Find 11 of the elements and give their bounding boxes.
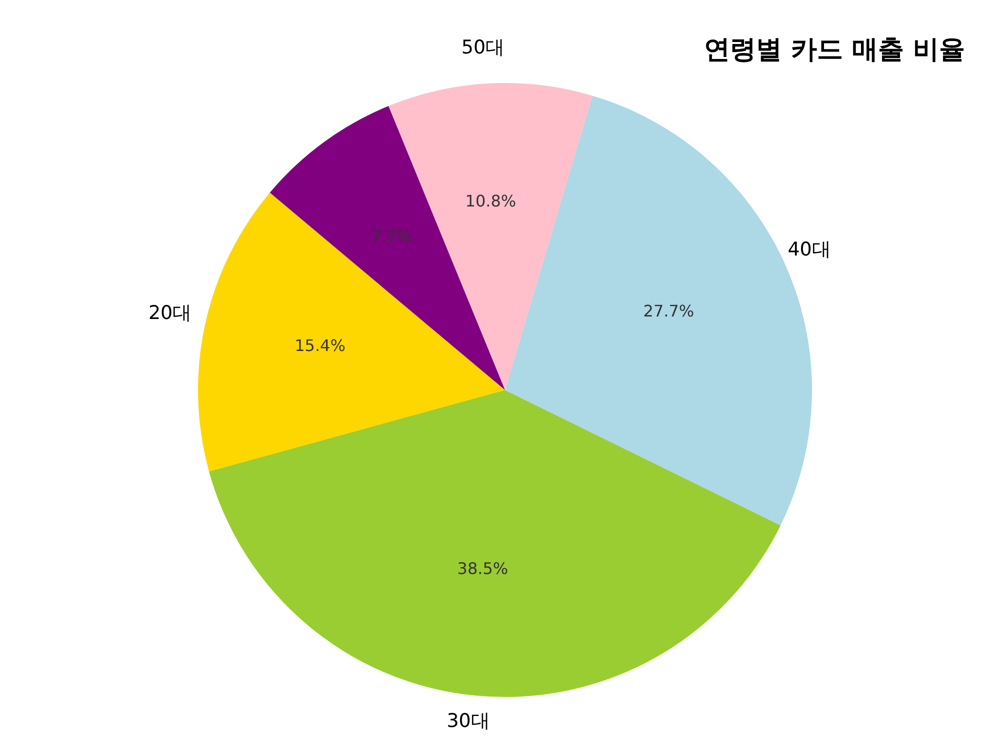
data-label: 27.7% [643, 302, 694, 321]
data-label: 38.5% [457, 558, 508, 578]
data-label: 15.4% [294, 336, 346, 356]
slice-label: 30대 [446, 710, 490, 732]
data-label: 10.8% [465, 192, 516, 211]
data-label: 7.7% [371, 226, 412, 246]
slice-label: 40대 [788, 238, 831, 260]
chart-title: 연령별 카드 매출 비율 [704, 35, 965, 65]
slice-label: 20대 [148, 302, 192, 324]
pie-slice [209, 390, 781, 697]
slice-label: 50대 [461, 36, 505, 59]
